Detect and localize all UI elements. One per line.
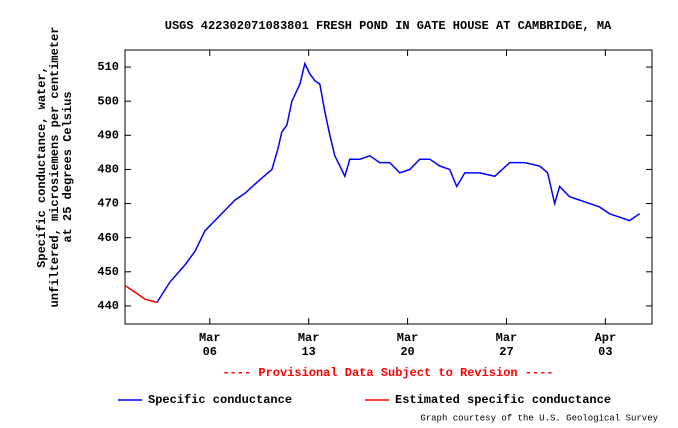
x-tick-label: 06 [203,345,217,359]
y-tick-label: 480 [97,163,119,177]
chart-title: USGS 422302071083801 FRESH POND IN GATE … [165,19,612,33]
x-tick-label: 03 [598,345,612,359]
x-tick-label: Mar [199,331,221,345]
x-tick-label: 27 [499,345,513,359]
x-tick-label: 20 [400,345,414,359]
y-tick-label: 510 [97,60,119,74]
data-line [156,61,640,303]
annotation: ---- Provisional Data Subject to Revisio… [222,366,553,380]
legend-label: Estimated specific conductance [395,393,611,407]
y-tick-label: 440 [97,299,119,313]
x-tick-label: Mar [496,331,518,345]
x-tick-label: Apr [595,331,617,345]
x-tick-label: 13 [301,345,315,359]
x-tick-label: Mar [298,331,320,345]
y-tick-label: 500 [97,94,119,108]
plot-frame [124,49,653,325]
y-tick-label: 470 [97,197,119,211]
y-axis-label: unfiltered, microsiemens per centimeter [48,27,62,308]
legend-label: Specific conductance [148,393,292,407]
x-tick-label: Mar [397,331,419,345]
y-tick-label: 460 [97,231,119,245]
y-tick-label: 450 [97,265,119,279]
data-line [124,284,158,304]
y-axis-label: at 25 degrees Celsius [61,91,75,242]
y-tick-label: 490 [97,128,119,142]
credit: Graph courtesy of the U.S. Geological Su… [420,413,658,423]
y-axis-label: Specific conductance, water, [35,66,49,268]
